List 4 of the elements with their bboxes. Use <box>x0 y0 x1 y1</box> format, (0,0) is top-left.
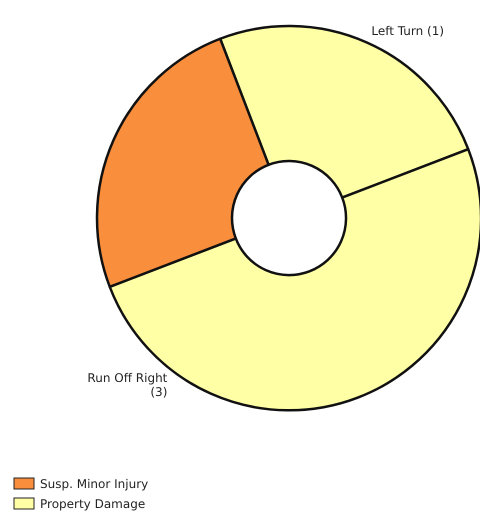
slice-label: Left Turn (1) <box>371 24 444 38</box>
slice-label: Run Off Right (3) <box>87 370 168 400</box>
text: Property Damage <box>40 497 146 511</box>
text: Susp. Minor Injury <box>40 477 148 491</box>
